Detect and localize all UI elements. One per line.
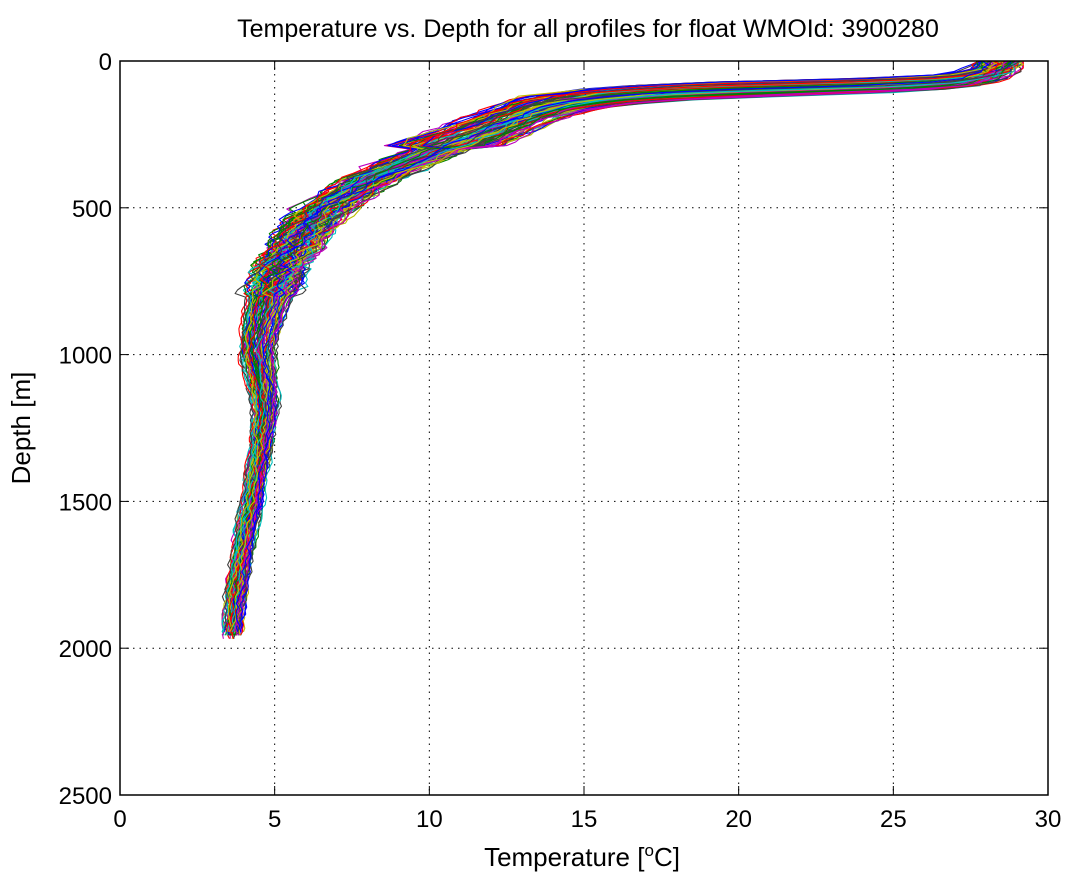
grid-lines xyxy=(120,61,1048,795)
y-tick-label: 2500 xyxy=(59,783,112,810)
y-tick-label: 0 xyxy=(99,49,112,76)
profile-line xyxy=(229,60,992,633)
y-tick-label: 1500 xyxy=(59,489,112,516)
profile-line xyxy=(239,60,1019,632)
x-tick-label: 25 xyxy=(880,806,907,833)
x-tick-label: 5 xyxy=(268,806,281,833)
x-tick-label: 10 xyxy=(416,806,443,833)
y-tick-labels: 0 500 1000 1500 2000 2500 xyxy=(59,49,112,810)
x-tick-label: 15 xyxy=(571,806,598,833)
x-axis-label: Temperature [oC] xyxy=(484,841,680,872)
profile-line xyxy=(237,60,991,633)
profile-line xyxy=(232,60,1013,632)
profile-lines xyxy=(221,60,1024,640)
profile-line xyxy=(224,60,1021,629)
y-tick-label: 500 xyxy=(72,196,112,223)
profile-line xyxy=(233,60,1008,632)
y-axis-label: Depth [m] xyxy=(6,372,36,485)
x-tick-label: 20 xyxy=(725,806,752,833)
x-axis-label-prefix: Temperature [ xyxy=(484,842,645,872)
y-tick-label: 2000 xyxy=(59,636,112,663)
x-axis-label-suffix: C] xyxy=(654,842,680,872)
y-tick-label: 1000 xyxy=(59,343,112,370)
x-tick-labels: 0 5 10 15 20 25 30 xyxy=(113,806,1061,833)
chart-title: Temperature vs. Depth for all profiles f… xyxy=(237,15,939,43)
x-tick-label: 0 xyxy=(113,806,126,833)
axis-ticks xyxy=(119,60,1049,796)
x-axis-label-superscript: o xyxy=(644,841,653,860)
profile-line xyxy=(222,60,1013,632)
x-tick-label: 30 xyxy=(1035,806,1062,833)
profile-line xyxy=(231,60,1000,629)
profile-line xyxy=(235,60,989,632)
profile-line xyxy=(231,60,1022,633)
